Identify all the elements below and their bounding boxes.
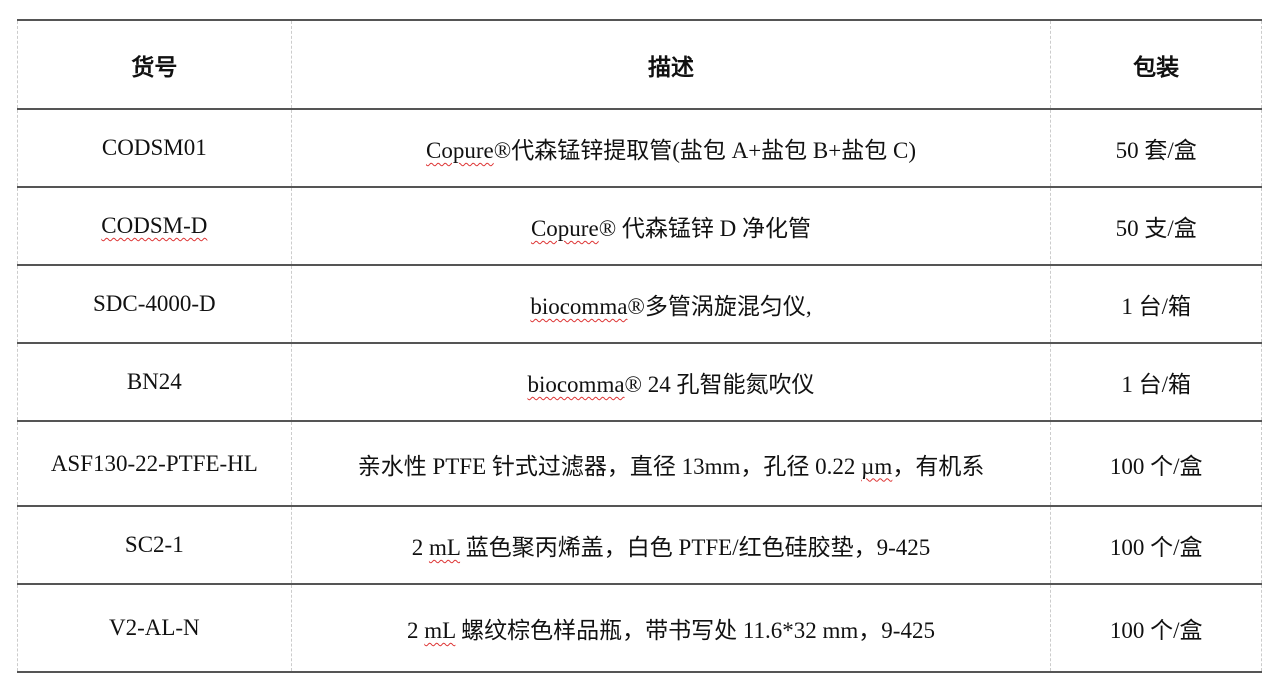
table-row: V2-AL-N 2 mL 螺纹棕色样品瓶，带书写处 11.6*32 mm，9-42… — [17, 583, 1262, 673]
cell-package: 100 个/盒 — [1050, 505, 1262, 585]
table-row: CODSM-D Copure® 代森锰锌 D 净化管 50 支/盒 — [17, 186, 1262, 266]
cell-description: 亲水性 PTFE 针式过滤器，直径 13mm，孔径 0.22 µm，有机系 — [290, 420, 1052, 507]
description-text: 2 — [411, 535, 429, 560]
table-header-row: 货号 描述 包装 — [17, 19, 1262, 110]
cell-description: 2 mL 螺纹棕色样品瓶，带书写处 11.6*32 mm，9-425 — [290, 583, 1052, 673]
header-description: 描述 — [290, 19, 1052, 110]
cell-package: 100 个/盒 — [1050, 583, 1262, 673]
cell-description: Copure® 代森锰锌 D 净化管 — [290, 186, 1052, 266]
description-text: 亲水性 PTFE 针式过滤器，直径 13mm，孔径 0.22 — [357, 453, 862, 479]
table-row: SDC-4000-D biocomma®多管涡旋混匀仪, 1 台/箱 — [17, 264, 1262, 344]
cell-description: 2 mL 蓝色聚丙烯盖，白色 PTFE/红色硅胶垫，9-425 — [290, 505, 1052, 585]
cell-code: BN24 — [17, 342, 292, 422]
code-text: CODSM-D — [101, 213, 208, 238]
code-text: BN24 — [126, 369, 182, 394]
cell-description: Copure®代森锰锌提取管(盐包 A+盐包 B+盐包 C) — [290, 108, 1052, 188]
cell-code: V2-AL-N — [17, 583, 292, 673]
description-text: ®多管涡旋混匀仪, — [627, 294, 812, 319]
cell-package: 100 个/盒 — [1050, 420, 1262, 507]
spellcheck-word: µm — [861, 453, 893, 479]
description-text: 螺纹棕色样品瓶，带书写处 11.6*32 mm，9-425 — [455, 618, 935, 643]
cell-code: CODSM-D — [17, 186, 292, 266]
cell-description: biocomma®多管涡旋混匀仪, — [290, 264, 1052, 344]
description-text: ® 代森锰锌 D 净化管 — [598, 216, 812, 241]
spellcheck-word: Copure — [530, 216, 599, 241]
product-table: 货号 描述 包装 CODSM01 Copure®代森锰锌提取管(盐包 A+盐包 B… — [17, 19, 1262, 673]
code-text: CODSM01 — [101, 135, 207, 160]
cell-code: ASF130-22-PTFE-HL — [17, 420, 292, 507]
cell-package: 50 套/盒 — [1050, 108, 1262, 188]
table-row: CODSM01 Copure®代森锰锌提取管(盐包 A+盐包 B+盐包 C) 50 … — [17, 108, 1262, 188]
cell-package: 1 台/箱 — [1050, 264, 1262, 344]
spellcheck-word: mL — [428, 535, 461, 560]
cell-code: SC2-1 — [17, 505, 292, 585]
description-text: ®代森锰锌提取管(盐包 A+盐包 B+盐包 C) — [493, 138, 916, 163]
description-text: ，有机系 — [892, 453, 985, 479]
table-row: ASF130-22-PTFE-HL 亲水性 PTFE 针式过滤器，直径 13mm，… — [17, 420, 1262, 507]
cell-package: 50 支/盒 — [1050, 186, 1262, 266]
description-text: 蓝色聚丙烯盖，白色 PTFE/红色硅胶垫，9-425 — [460, 535, 931, 560]
header-code: 货号 — [17, 19, 292, 110]
description-text: ® 24 孔智能氮吹仪 — [624, 372, 815, 397]
cell-code: SDC-4000-D — [17, 264, 292, 344]
code-text: SC2-1 — [124, 532, 184, 557]
cell-code: CODSM01 — [17, 108, 292, 188]
code-text: V2-AL-N — [108, 615, 200, 640]
header-package: 包装 — [1050, 19, 1262, 110]
spellcheck-word: biocomma — [530, 294, 628, 319]
cell-description: biocomma® 24 孔智能氮吹仪 — [290, 342, 1052, 422]
code-text: SDC-4000-D — [92, 291, 216, 316]
cell-package: 1 台/箱 — [1050, 342, 1262, 422]
description-text: 2 — [407, 618, 425, 643]
spellcheck-word: Copure — [426, 138, 494, 163]
table-row: SC2-1 2 mL 蓝色聚丙烯盖，白色 PTFE/红色硅胶垫，9-425 100 … — [17, 505, 1262, 585]
code-text: ASF130-22-PTFE-HL — [50, 450, 258, 476]
spellcheck-word: mL — [424, 618, 456, 643]
spellcheck-word: biocomma — [527, 372, 625, 397]
table-row: BN24 biocomma® 24 孔智能氮吹仪 1 台/箱 — [17, 342, 1262, 422]
